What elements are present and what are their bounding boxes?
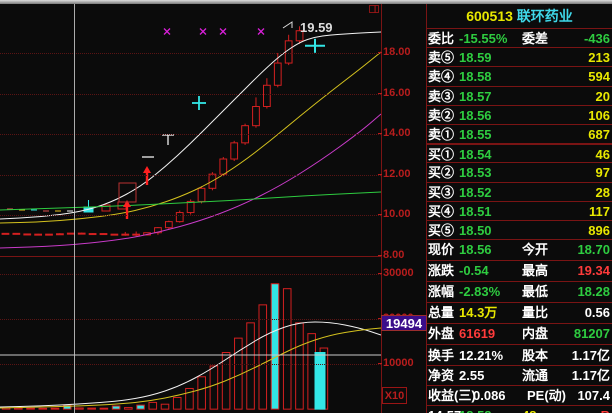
svg-text:19.59: 19.59 bbox=[300, 20, 333, 35]
